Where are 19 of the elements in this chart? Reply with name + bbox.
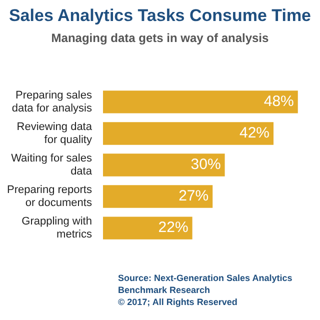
bar xyxy=(102,216,192,240)
data-label: 42% xyxy=(239,124,270,142)
chart-subtitle: Managing data gets in way of analysis xyxy=(50,31,270,45)
y-tick-label: Waiting for sales data xyxy=(11,152,93,178)
data-label: 22% xyxy=(158,219,188,236)
bar xyxy=(102,185,213,208)
y-tick-label: Preparing reports or documents xyxy=(6,184,92,210)
data-label: 30% xyxy=(190,156,221,174)
bar xyxy=(102,154,225,176)
y-tick-label: Grappling with metrics xyxy=(22,215,92,241)
y-tick-label: Preparing sales data for analysis xyxy=(12,89,92,115)
y-tick-label: Reviewing data for quality xyxy=(16,120,93,146)
data-label: 48% xyxy=(264,93,294,110)
bar xyxy=(102,122,274,145)
chart-title: Sales Analytics Tasks Consume Time xyxy=(8,6,312,26)
data-label: 27% xyxy=(178,188,209,205)
bar xyxy=(102,90,298,114)
source-note: Source: Next-Generation Sales Analytics Benchmark Research xyxy=(118,272,294,296)
text: © 2017; All Rights Reserved xyxy=(118,296,238,308)
